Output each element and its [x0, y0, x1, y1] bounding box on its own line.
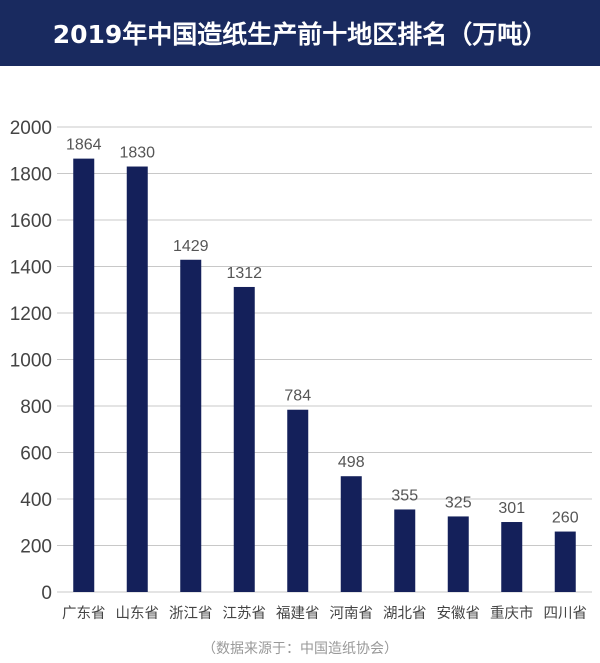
data-label: 1312 [226, 265, 262, 282]
bar [501, 522, 523, 592]
data-label: 325 [445, 494, 472, 511]
x-tick-label: 浙江省 [169, 605, 213, 622]
x-tick-label: 安徽省 [437, 605, 481, 622]
y-tick-label: 1400 [10, 258, 52, 279]
x-tick-label: 江苏省 [223, 605, 267, 622]
y-tick-label: 600 [20, 444, 52, 465]
bar [287, 409, 309, 592]
bar [340, 476, 362, 592]
data-label: 1864 [66, 137, 102, 154]
x-tick-label: 山东省 [116, 605, 160, 622]
bar [394, 509, 416, 592]
x-tick-label: 河南省 [330, 605, 374, 622]
data-label: 1830 [119, 145, 155, 162]
chart-title: 2019年中国造纸生产前十地区排名（万吨） [0, 0, 600, 66]
bar [447, 516, 469, 592]
bar [180, 259, 202, 592]
data-label: 260 [552, 510, 579, 527]
y-tick-label: 1200 [10, 304, 52, 325]
y-tick-label: 0 [41, 583, 52, 604]
bar [233, 286, 255, 592]
data-label: 355 [391, 487, 418, 504]
data-label: 784 [284, 388, 311, 405]
y-tick-label: 1000 [10, 351, 52, 372]
bar [126, 166, 148, 592]
x-tick-label: 福建省 [276, 605, 320, 622]
bar-chart: 0 200 400 600 800 1000 1200 1400 1600 1800 2000 186… [10, 118, 592, 622]
data-label: 498 [338, 454, 365, 471]
bar [554, 531, 576, 592]
y-tick-label: 400 [20, 490, 52, 511]
y-tick-label: 2000 [10, 118, 52, 139]
source-note: （数据来源于：中国造纸协会） [202, 641, 398, 657]
x-tick-label: 广东省 [62, 605, 106, 622]
x-tick-label: 湖北省 [383, 605, 427, 622]
y-tick-label: 1600 [10, 211, 52, 232]
y-tick-label: 200 [20, 537, 52, 558]
y-tick-label: 1800 [10, 165, 52, 186]
data-label: 1429 [173, 238, 209, 255]
x-tick-label: 重庆市 [490, 605, 534, 622]
x-tick-label: 四川省 [544, 605, 588, 622]
bar [73, 158, 95, 592]
data-label: 301 [498, 500, 525, 517]
y-tick-label: 800 [20, 397, 52, 418]
